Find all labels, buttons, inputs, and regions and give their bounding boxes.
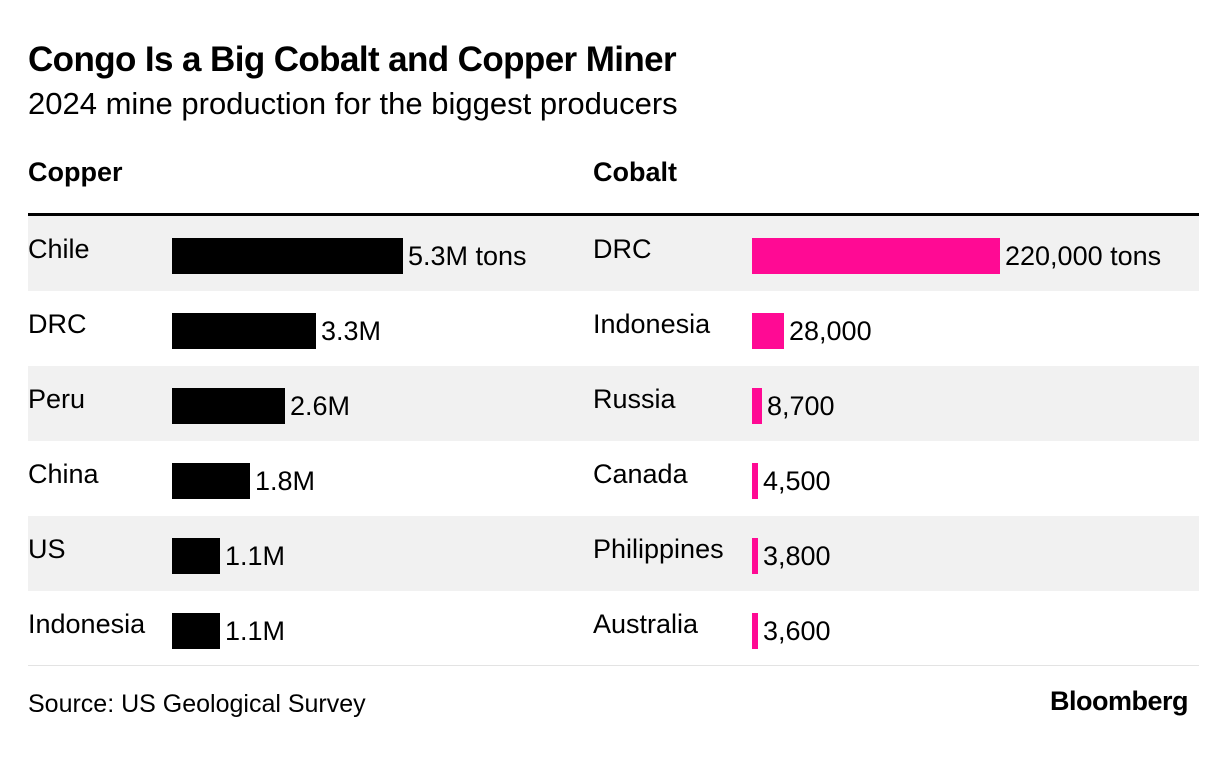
copper-value-label: 2.6M — [290, 391, 351, 421]
cobalt-category-label: DRC — [593, 234, 652, 264]
copper-value-label: 1.1M — [225, 616, 286, 646]
cobalt-bar — [752, 463, 758, 499]
copper-bar — [172, 238, 403, 274]
cobalt-category-label: Philippines — [593, 534, 724, 564]
copper-category-label: Chile — [28, 234, 90, 264]
copper-column-header: Copper — [28, 157, 123, 187]
header-rule — [28, 213, 1199, 216]
cobalt-bar — [752, 238, 1000, 274]
cobalt-category-label: Russia — [593, 384, 676, 414]
copper-bar — [172, 463, 250, 499]
cobalt-value-label: 220,000 tons — [1005, 241, 1162, 271]
cobalt-bar — [752, 538, 758, 574]
copper-category-label: US — [28, 534, 66, 564]
copper-category-label: China — [28, 459, 99, 489]
copper-bar — [172, 538, 220, 574]
copper-value-label: 1.8M — [255, 466, 316, 496]
cobalt-bar — [752, 388, 762, 424]
chart-title: Congo Is a Big Cobalt and Copper Miner — [28, 40, 677, 79]
copper-bar — [172, 388, 285, 424]
copper-category-label: DRC — [28, 309, 87, 339]
bloomberg-logo: Bloomberg — [1049, 686, 1189, 716]
bottom-rule — [28, 665, 1199, 666]
cobalt-bar — [752, 313, 784, 349]
chart-subtitle: 2024 mine production for the biggest pro… — [28, 86, 678, 121]
source-note: Source: US Geological Survey — [28, 690, 366, 718]
copper-bar — [172, 313, 316, 349]
copper-category-label: Peru — [28, 384, 86, 414]
cobalt-category-label: Australia — [593, 609, 699, 639]
cobalt-value-label: 28,000 — [789, 316, 872, 346]
cobalt-value-label: 8,700 — [767, 391, 835, 421]
copper-value-label: 1.1M — [225, 541, 286, 571]
cobalt-category-label: Indonesia — [593, 309, 711, 339]
row-band — [28, 516, 1199, 591]
copper-category-label: Indonesia — [28, 609, 146, 639]
cobalt-column-header: Cobalt — [593, 157, 677, 187]
cobalt-value-label: 3,800 — [763, 541, 831, 571]
cobalt-value-label: 4,500 — [763, 466, 831, 496]
copper-value-label: 3.3M — [321, 316, 382, 346]
cobalt-value-label: 3,600 — [763, 616, 831, 646]
cobalt-category-label: Canada — [593, 459, 688, 489]
copper-bar — [172, 613, 220, 649]
cobalt-bar — [752, 613, 758, 649]
copper-value-label: 5.3M tons — [408, 241, 527, 271]
